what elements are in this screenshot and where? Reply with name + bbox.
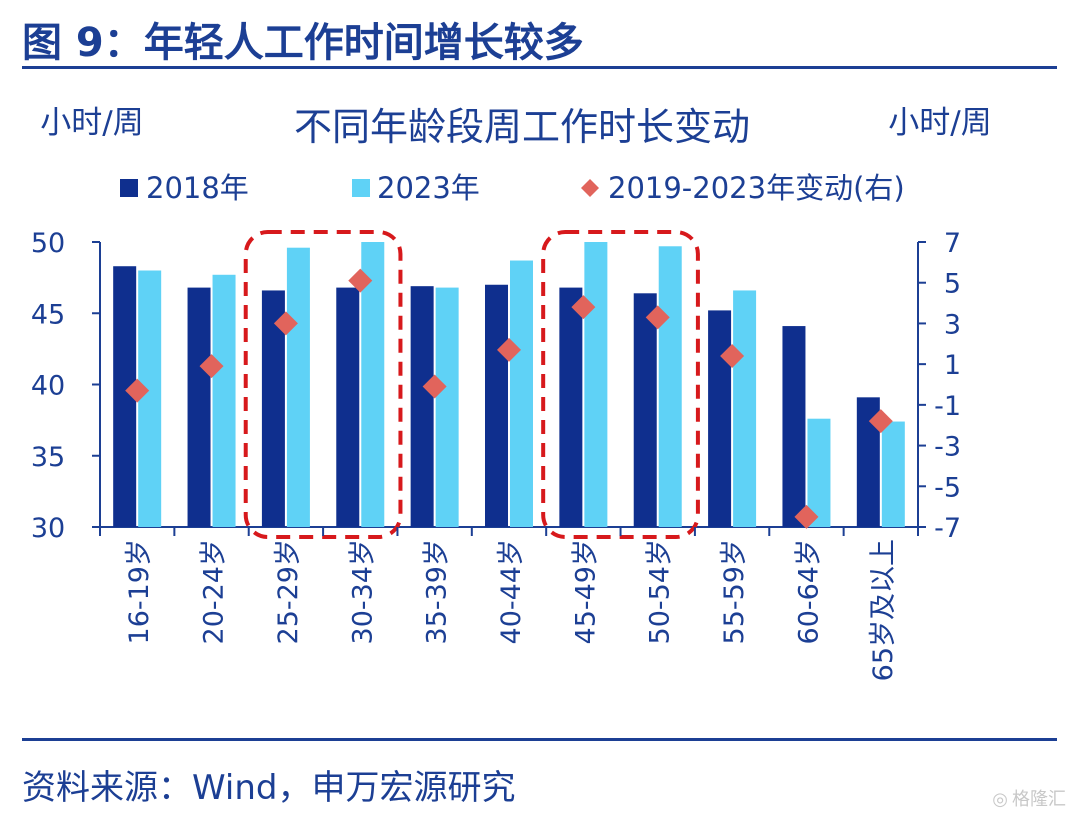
change-marker — [794, 504, 819, 529]
x-tick-label: 60-64岁 — [793, 539, 824, 644]
bar-2023 — [138, 270, 162, 527]
footer-rule — [22, 738, 1057, 741]
bar-2018 — [113, 266, 137, 527]
bar-2023 — [733, 290, 757, 527]
x-tick-label: 40-44岁 — [496, 539, 527, 644]
x-tick-label: 55-59岁 — [719, 539, 750, 644]
chart: 小时/周 不同年龄段周工作时长变动 小时/周 2018年 2023年 2019-… — [31, 105, 992, 681]
y-left-tick-label: 50 — [31, 228, 65, 259]
legend-swatch-change — [581, 179, 599, 197]
bar-2018 — [633, 293, 657, 527]
bar-2023 — [584, 242, 608, 527]
bar-2023 — [212, 274, 236, 527]
watermark-logo-icon: ◎ — [992, 789, 1008, 810]
y-right-tick-label: 3 — [944, 309, 961, 340]
x-tick-label: 50-54岁 — [645, 539, 676, 644]
change-marker — [868, 409, 893, 434]
bar-2018 — [559, 287, 583, 527]
bar-2023 — [510, 260, 533, 527]
y-left-tick-label: 45 — [31, 299, 65, 330]
bars — [113, 242, 905, 527]
y-right-tick-label: -7 — [934, 513, 961, 544]
change-marker — [422, 374, 447, 399]
legend-label-2018: 2018年 — [146, 171, 249, 205]
bar-2018 — [782, 326, 806, 527]
bar-2023 — [361, 242, 385, 527]
change-marker — [199, 354, 224, 379]
y-left-tick-label: 35 — [31, 442, 65, 473]
figure-title: 图 9：年轻人工作时间增长较多 — [22, 20, 584, 66]
watermark: ◎ 格隆汇 — [992, 785, 1066, 811]
bar-2018 — [856, 397, 880, 527]
y-left-tick-label: 40 — [31, 371, 65, 402]
highlight-box — [243, 230, 403, 539]
legend-label-change: 2019-2023年变动(右) — [608, 171, 905, 205]
bar-2018 — [261, 290, 285, 527]
highlight-boxes — [243, 230, 700, 539]
change-marker — [348, 268, 373, 293]
change-marker — [125, 378, 150, 403]
bar-2018 — [708, 310, 732, 527]
change-markers — [125, 268, 893, 529]
y-axis-left-unit: 小时/周 — [40, 105, 143, 141]
legend-swatch-2023 — [352, 179, 370, 197]
y-right-tick-label: 5 — [944, 269, 961, 300]
bar-2023 — [658, 246, 682, 527]
x-tick-label: 65岁及以上 — [868, 539, 899, 681]
y-axis-right-ticks: 7 5 3 1 -1 -3 -5 -7 — [918, 228, 961, 544]
bar-2023 — [881, 421, 905, 527]
bar-2023 — [435, 287, 459, 527]
y-right-tick-label: 1 — [944, 350, 961, 381]
bar-2023 — [286, 247, 310, 527]
change-marker — [571, 295, 596, 320]
source-note: 资料来源：Wind，申万宏源研究 — [22, 768, 516, 808]
y-right-tick-label: -5 — [934, 472, 961, 503]
title-rule — [22, 66, 1057, 69]
highlight-box — [541, 230, 700, 539]
x-tick-label: 45-49岁 — [570, 539, 601, 644]
legend-label-2023: 2023年 — [377, 171, 480, 205]
change-marker — [720, 344, 745, 368]
x-tick-label: 35-39岁 — [422, 539, 453, 644]
bar-2018 — [485, 284, 508, 527]
change-marker — [645, 305, 670, 330]
legend-swatch-2018 — [120, 179, 138, 197]
y-right-tick-label: -3 — [934, 432, 961, 463]
x-tick-label: 20-24岁 — [199, 539, 230, 644]
bar-2023 — [807, 418, 831, 527]
x-tick-label: 25-29岁 — [273, 539, 304, 644]
y-right-tick-label: -1 — [934, 391, 961, 422]
y-axis-right-unit: 小时/周 — [888, 105, 991, 141]
x-tick-label: 30-34岁 — [347, 539, 378, 644]
x-axis-labels: 16-19岁 20-24岁 25-29岁 30-34岁 35-39岁 40-44岁 45-4… — [99, 527, 919, 681]
watermark-text: 格隆汇 — [1012, 789, 1066, 810]
legend: 2018年 2023年 2019-2023年变动(右) — [120, 171, 905, 205]
bar-2018 — [410, 286, 434, 527]
y-left-tick-label: 30 — [31, 513, 65, 544]
change-marker — [273, 311, 298, 336]
chart-title: 不同年龄段周工作时长变动 — [294, 105, 750, 149]
x-tick-label: 16-19岁 — [124, 539, 155, 644]
change-marker — [497, 337, 521, 362]
bar-2018 — [336, 287, 360, 527]
bar-2018 — [187, 287, 211, 527]
y-axis-left-ticks: 50 45 40 35 30 — [31, 228, 100, 544]
y-right-tick-label: 7 — [944, 228, 961, 259]
